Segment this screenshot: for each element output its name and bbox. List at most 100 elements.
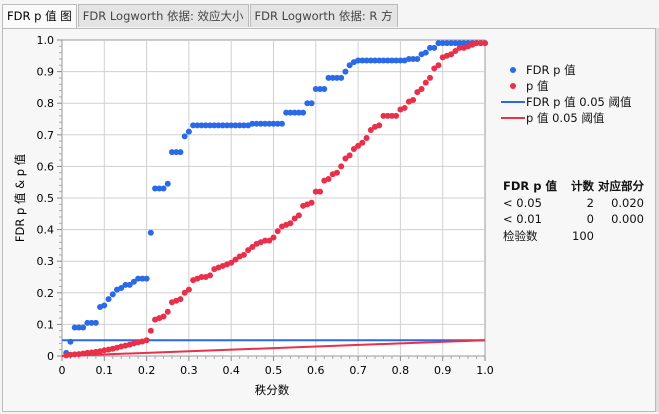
p-value-point bbox=[291, 215, 298, 222]
fdr-p-value-point bbox=[291, 109, 298, 116]
cell: < 0.01 bbox=[503, 212, 542, 226]
fdr-p-value-point bbox=[393, 57, 400, 64]
fdr-p-value-point bbox=[262, 120, 269, 127]
fdr-p-value-point bbox=[325, 74, 332, 81]
cell: < 0.05 bbox=[503, 196, 542, 210]
fdr-p-value-point bbox=[448, 40, 455, 47]
fdr-p-value-point bbox=[376, 57, 383, 64]
tab-fdr-logworth-effect[interactable]: FDR Logworth 依据: 效应大小 bbox=[77, 4, 249, 27]
fdr-p-value-point bbox=[253, 120, 260, 127]
legend-item-fdr-threshold[interactable]: FDR p 值 0.05 阈值 bbox=[500, 94, 632, 110]
fdr-p-value-point bbox=[80, 324, 87, 331]
red-line-icon bbox=[501, 117, 525, 119]
p-value-point bbox=[456, 44, 463, 51]
scrollbar[interactable] bbox=[656, 28, 659, 412]
p-value-point bbox=[367, 127, 374, 134]
fdr-p-value-point bbox=[384, 57, 391, 64]
cell: 0.020 bbox=[611, 196, 644, 210]
fdr-p-value-point bbox=[295, 109, 302, 116]
y-tick-label: 0.1 bbox=[37, 318, 55, 331]
fdr-p-value-point bbox=[109, 291, 116, 298]
fdr-p-value-point bbox=[397, 57, 404, 64]
fdr-p-value-point bbox=[88, 319, 95, 326]
fdr-p-value-point bbox=[422, 49, 429, 56]
table-row: 检验数 100 bbox=[503, 227, 648, 245]
tab-fdr-logworth-rsquare[interactable]: FDR Logworth 依据: R 方 bbox=[249, 4, 398, 27]
legend-label: FDR p 值 bbox=[526, 63, 576, 77]
tab-fdr-p-plot[interactable]: FDR p 值 图 bbox=[2, 4, 77, 29]
tab-bar: FDR p 值 图 FDR Logworth 依据: 效应大小 FDR Logw… bbox=[2, 4, 399, 29]
p-value-point bbox=[249, 243, 256, 250]
table-header: FDR p 值计数 对应部分 bbox=[503, 177, 648, 195]
blue-dot-icon bbox=[510, 67, 516, 73]
x-tick-label: 0 bbox=[59, 364, 66, 377]
y-tick-label: 0.9 bbox=[37, 66, 55, 79]
blue-line-icon bbox=[501, 101, 525, 103]
legend-item-fdr-p[interactable]: FDR p 值 bbox=[500, 62, 632, 78]
legend-item-p-threshold[interactable]: p 值 0.05 阈值 bbox=[500, 110, 632, 126]
fdr-p-value-point bbox=[266, 120, 273, 127]
p-value-point bbox=[160, 313, 167, 320]
fdr-p-value-point bbox=[177, 149, 184, 156]
fdr-p-value-point bbox=[410, 55, 417, 62]
table-row: < 0.05 2 0.020 bbox=[503, 195, 648, 211]
p-value-point bbox=[427, 74, 434, 81]
fdr-p-value-point bbox=[427, 44, 434, 51]
cell: 0 bbox=[586, 212, 594, 226]
fdr-p-value-point bbox=[308, 100, 315, 107]
p-value-point bbox=[380, 112, 387, 119]
p-value-point bbox=[287, 220, 294, 227]
x-tick-label: 1.0 bbox=[476, 364, 494, 377]
fdr-p-value-point bbox=[388, 57, 395, 64]
p-value-point bbox=[177, 296, 184, 303]
fdr-p-value-point bbox=[130, 278, 137, 285]
fdr-p-value-point bbox=[312, 85, 319, 92]
fdr-p-value-point bbox=[101, 302, 108, 309]
y-tick-label: 0.8 bbox=[37, 97, 55, 110]
p-value-point bbox=[207, 272, 214, 279]
p-value-point bbox=[338, 163, 345, 170]
p-value-point bbox=[388, 112, 395, 119]
fdr-p-value-point bbox=[443, 40, 450, 47]
fdr-p-value-point bbox=[270, 120, 277, 127]
y-tick-label: 0.6 bbox=[37, 160, 55, 173]
cell: 2 bbox=[586, 196, 594, 210]
p-value-point bbox=[325, 176, 332, 183]
y-tick-label: 0.2 bbox=[37, 287, 55, 300]
fdr-p-value-point bbox=[435, 40, 442, 47]
p-value-point bbox=[240, 251, 247, 258]
fdr-p-value-point bbox=[105, 296, 112, 303]
p-value-point bbox=[422, 79, 429, 86]
fdr-p-value-point bbox=[283, 109, 290, 116]
legend-item-p[interactable]: p 值 bbox=[500, 78, 632, 94]
p-value-point bbox=[384, 112, 391, 119]
x-tick-label: 0.8 bbox=[392, 364, 410, 377]
fdr-p-value-point bbox=[274, 120, 281, 127]
x-tick-label: 0.2 bbox=[138, 364, 156, 377]
p-value-point bbox=[317, 188, 324, 195]
fdr-p-value-point bbox=[198, 122, 205, 129]
fdr-p-value-point bbox=[156, 185, 163, 192]
p-value-point bbox=[482, 40, 488, 47]
fdr-p-value-point bbox=[405, 55, 412, 62]
threshold-line bbox=[61, 339, 486, 357]
red-dot-icon bbox=[510, 83, 516, 89]
x-axis-title: 秩分数 bbox=[255, 383, 290, 397]
p-value-point bbox=[245, 247, 252, 254]
fdr-p-value-point bbox=[355, 57, 362, 64]
p-value-point bbox=[393, 112, 400, 119]
fdr-p-value-point bbox=[211, 122, 218, 129]
x-tick-label: 0.9 bbox=[434, 364, 452, 377]
fdr-p-value-point bbox=[363, 57, 370, 64]
p-value-point bbox=[262, 237, 269, 244]
y-tick-label: 0.3 bbox=[37, 255, 55, 268]
header-cell: FDR p 值 bbox=[503, 179, 557, 193]
fdr-p-value-point bbox=[92, 319, 99, 326]
p-value-point bbox=[181, 289, 188, 296]
fdr-p-value-point bbox=[190, 122, 197, 129]
p-value-point bbox=[401, 104, 408, 111]
fdr-p-value-point bbox=[75, 324, 82, 331]
fdr-p-value-point bbox=[249, 120, 256, 127]
fdr-p-value-point bbox=[431, 44, 438, 51]
